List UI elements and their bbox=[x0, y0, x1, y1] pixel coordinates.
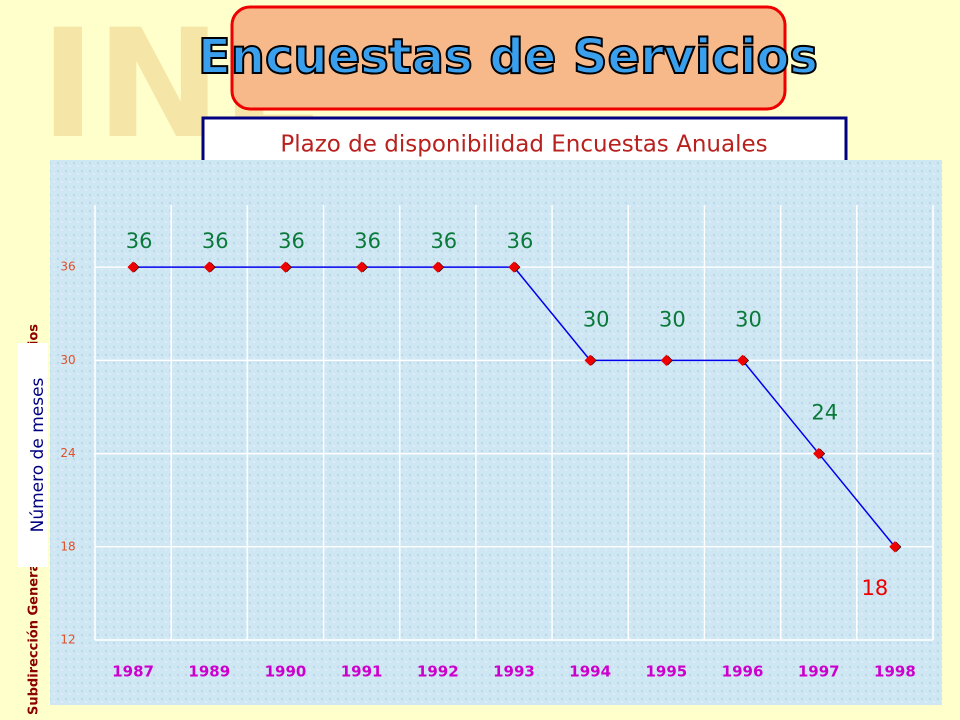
x-tick-label: 1993 bbox=[493, 663, 535, 681]
x-tick-label: 1994 bbox=[569, 663, 611, 681]
value-label: 18 bbox=[862, 576, 889, 600]
title-box bbox=[230, 5, 787, 111]
y-tick-label: 12 bbox=[60, 633, 75, 647]
value-label: 30 bbox=[735, 307, 762, 331]
value-label: 30 bbox=[659, 307, 686, 331]
value-label: 36 bbox=[202, 229, 229, 253]
value-label: 24 bbox=[811, 401, 838, 425]
value-label: 36 bbox=[430, 229, 457, 253]
marker bbox=[279, 261, 292, 273]
marker bbox=[355, 261, 368, 273]
x-tick-label: 1992 bbox=[417, 663, 459, 681]
marker bbox=[203, 261, 215, 273]
x-tick-label: 1991 bbox=[341, 663, 383, 681]
marker bbox=[660, 354, 673, 367]
x-tick-label: 1996 bbox=[722, 663, 764, 681]
value-label: 36 bbox=[126, 229, 153, 253]
y-tick-label: 24 bbox=[60, 446, 75, 460]
marker bbox=[813, 447, 825, 460]
marker bbox=[584, 354, 596, 367]
x-tick-label: 1987 bbox=[112, 663, 154, 681]
chart-title: Plazo de disponibilidad Encuestas Anuale… bbox=[280, 132, 767, 158]
y-tick-label: 30 bbox=[60, 353, 75, 367]
marker bbox=[736, 354, 749, 367]
marker bbox=[508, 261, 520, 273]
x-tick-label: 1995 bbox=[645, 663, 687, 681]
y-tick-label: 36 bbox=[60, 260, 75, 274]
x-tick-label: 1997 bbox=[798, 663, 840, 681]
marker bbox=[127, 261, 139, 273]
marker bbox=[432, 261, 444, 273]
x-tick-label: 1989 bbox=[188, 663, 230, 681]
value-label: 30 bbox=[583, 307, 610, 331]
y-tick-label: 18 bbox=[60, 539, 75, 553]
x-tick-label: 1990 bbox=[265, 663, 307, 681]
y-axis-label: Número de meses bbox=[28, 377, 48, 532]
value-label: 36 bbox=[354, 229, 381, 253]
value-label: 36 bbox=[507, 229, 534, 253]
x-tick-label: 1998 bbox=[874, 663, 916, 681]
plot-area bbox=[50, 160, 942, 705]
y-label-box bbox=[18, 343, 48, 567]
value-label: 36 bbox=[278, 229, 305, 253]
marker bbox=[889, 541, 901, 553]
title: Encuestas de Servicios bbox=[198, 29, 818, 85]
